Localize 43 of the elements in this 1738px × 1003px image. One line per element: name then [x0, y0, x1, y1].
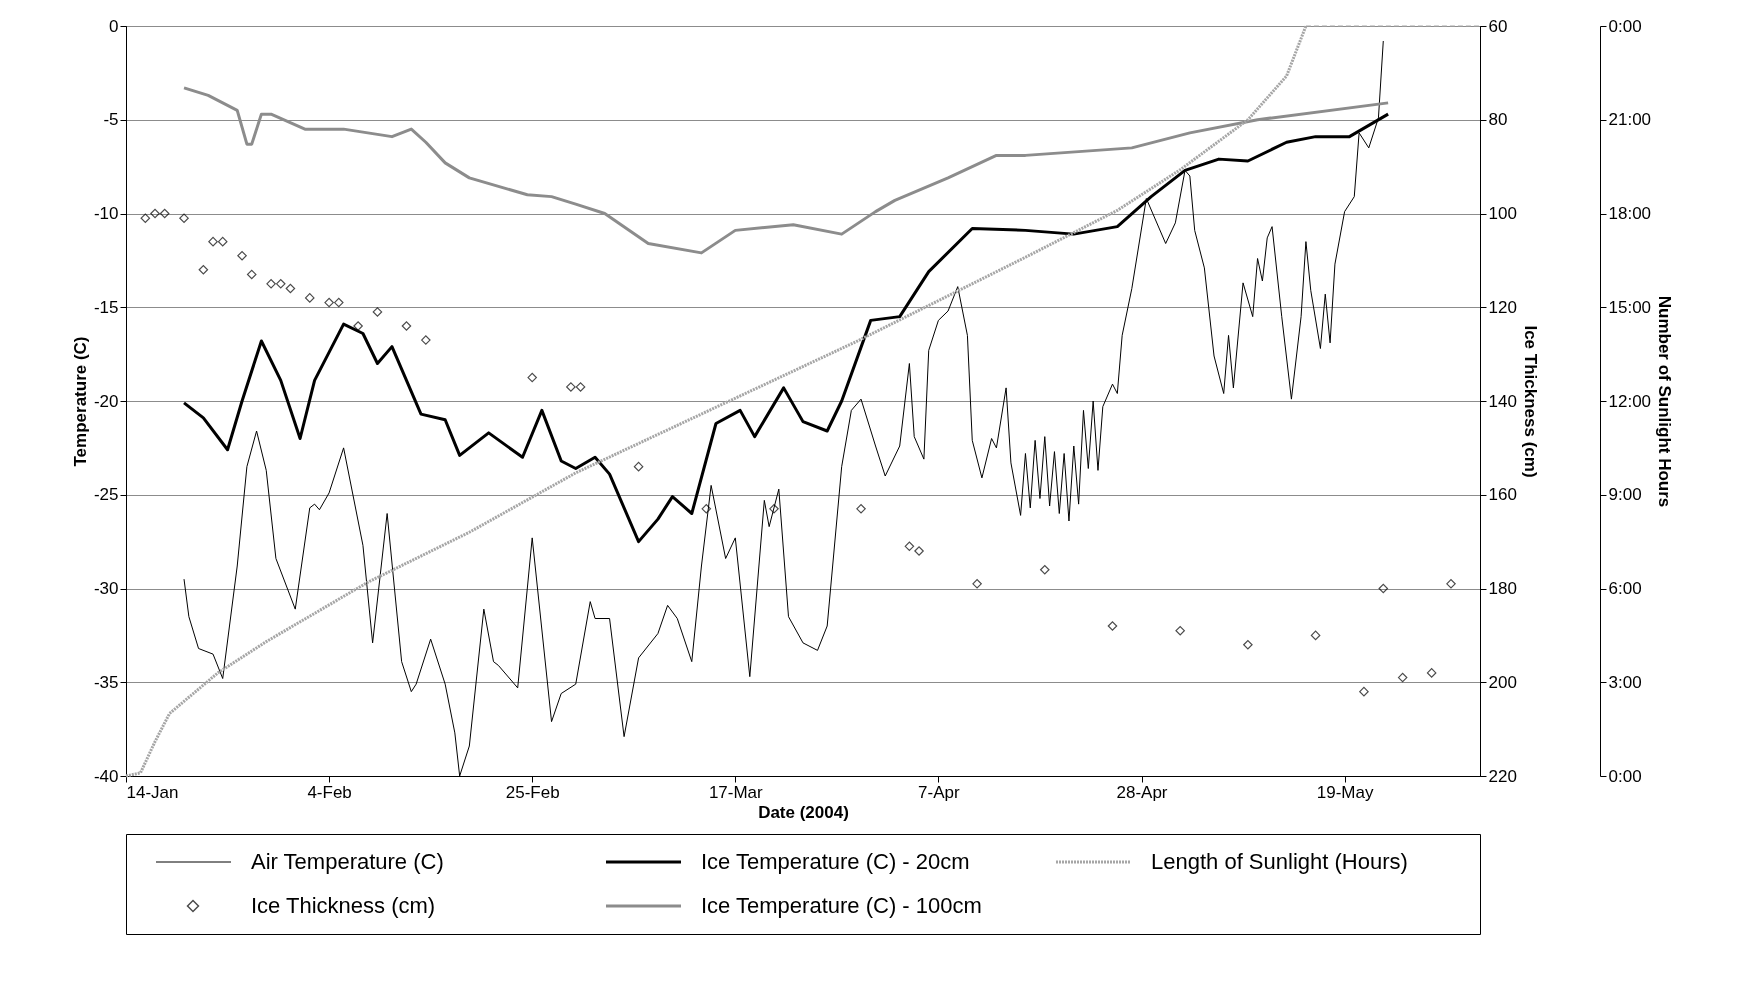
x-tick-label: 7-Apr: [918, 782, 961, 802]
y3-tick-label: 6:00: [1608, 579, 1642, 598]
y2-tick-label: 80: [1488, 110, 1508, 130]
y3-tick-label: 15:00: [1608, 297, 1652, 317]
y-tick-label: -20: [93, 391, 119, 411]
x-tick-label: 25-Feb: [505, 782, 560, 802]
y-axis-title: Temperature (C): [70, 336, 90, 467]
y3-tick-label: 0:00: [1608, 16, 1642, 36]
y2-tick-label: 220: [1488, 766, 1517, 786]
y2-tick-label: 200: [1488, 672, 1517, 692]
y-tick-label: 0: [109, 16, 119, 36]
y2-axis-title: Ice Thickness (cm): [1520, 325, 1540, 478]
y-tick-label: -10: [93, 204, 119, 223]
x-tick-label: 14-Jan: [126, 782, 179, 802]
legend-label: Ice Thickness (cm): [251, 893, 436, 918]
y2-tick-label: 100: [1488, 204, 1517, 223]
y-tick-label: -15: [93, 297, 119, 317]
y3-axis-title: Number of Sunlight Hours: [1655, 295, 1675, 508]
y3-tick-label: 18:00: [1608, 204, 1652, 223]
legend-label: Air Temperature (C): [251, 849, 444, 874]
y3-tick-label: 0:00: [1608, 766, 1642, 786]
x-tick-label: 19-May: [1316, 782, 1374, 802]
y-tick-label: -5: [103, 110, 119, 130]
y2-tick-label: 180: [1488, 579, 1517, 598]
y-tick-label: -30: [93, 579, 119, 598]
y2-tick-label: 60: [1488, 16, 1508, 36]
y-tick-label: -35: [93, 672, 119, 692]
y3-tick-label: 12:00: [1608, 391, 1652, 411]
legend-label: Ice Temperature (C) - 20cm: [701, 849, 970, 874]
y-tick-label: -25: [93, 485, 119, 505]
x-tick-label: 28-Apr: [1116, 782, 1168, 802]
y3-tick-label: 3:00: [1608, 672, 1642, 692]
x-tick-label: 4-Feb: [307, 782, 352, 802]
legend-label: Length of Sunlight (Hours): [1151, 849, 1408, 874]
y2-tick-label: 120: [1488, 297, 1517, 317]
y3-tick-label: 9:00: [1608, 485, 1642, 505]
x-tick-label: 17-Mar: [708, 782, 764, 802]
y3-tick-label: 21:00: [1608, 110, 1652, 130]
legend-label: Ice Temperature (C) - 100cm: [701, 893, 982, 918]
y-tick-label: -40: [93, 766, 119, 786]
y2-tick-label: 140: [1488, 391, 1517, 411]
y2-tick-label: 160: [1488, 485, 1517, 505]
x-axis-title: Date (2004): [758, 802, 849, 822]
